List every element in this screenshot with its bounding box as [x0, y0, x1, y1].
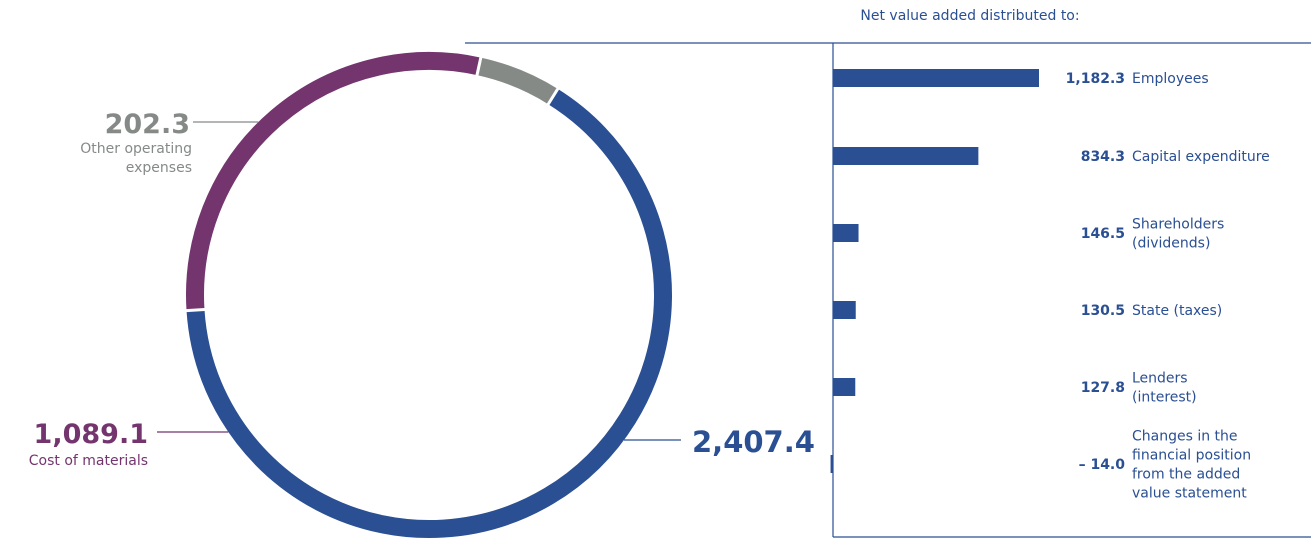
bar-category-label: value statement	[1132, 486, 1247, 502]
bar	[830, 455, 833, 473]
donut-slice-separator	[545, 86, 561, 107]
bar-category-label: Shareholders	[1132, 217, 1224, 233]
bar-chart: Net value added distributed to: 1,182.3 E…	[465, 8, 1311, 538]
donut-category-label: Cost of materials	[29, 453, 148, 469]
donut-slice	[186, 52, 481, 311]
donut-category-label: expenses	[126, 160, 192, 176]
donut-slice-separator	[475, 55, 483, 78]
donut-slice-separator	[184, 307, 207, 313]
donut-value-label: 2,407.4	[692, 425, 815, 459]
bar	[833, 69, 1039, 87]
bar-category-label: Changes in the	[1132, 429, 1238, 445]
donut-slice	[186, 88, 672, 539]
bar-value-label: 130.5	[1081, 303, 1125, 319]
bar-category-label: (dividends)	[1132, 236, 1210, 252]
bar-chart-title: Net value added distributed to:	[860, 8, 1079, 24]
donut-slice	[476, 57, 558, 105]
bar-category-label: from the added	[1132, 467, 1240, 483]
bar-category-label: financial position	[1132, 448, 1251, 464]
donut-category-label: Other operating	[80, 141, 192, 157]
bar-value-label: 127.8	[1081, 380, 1125, 396]
donut-value-label: 1,089.1	[34, 419, 148, 450]
bar-value-label: 834.3	[1081, 149, 1125, 165]
donut-chart	[184, 52, 672, 539]
bar-value-label: – 14.0	[1079, 457, 1126, 473]
donut-value-label: 202.3	[105, 109, 190, 140]
bar-category-label: State (taxes)	[1132, 303, 1222, 319]
bar	[833, 224, 859, 242]
bar-value-label: 146.5	[1081, 226, 1125, 242]
bar-category-label: Capital expenditure	[1132, 149, 1270, 165]
bar	[833, 301, 856, 319]
bar	[833, 378, 856, 396]
bar-category-label: Lenders	[1132, 371, 1188, 387]
bar-category-label: (interest)	[1132, 390, 1197, 406]
bar-category-label: Employees	[1132, 71, 1209, 87]
bar-value-label: 1,182.3	[1066, 71, 1125, 87]
donut-callouts: 2,407.4 1,089.1 Cost of materials 202.3Othe…	[29, 109, 815, 469]
bar	[833, 147, 979, 165]
